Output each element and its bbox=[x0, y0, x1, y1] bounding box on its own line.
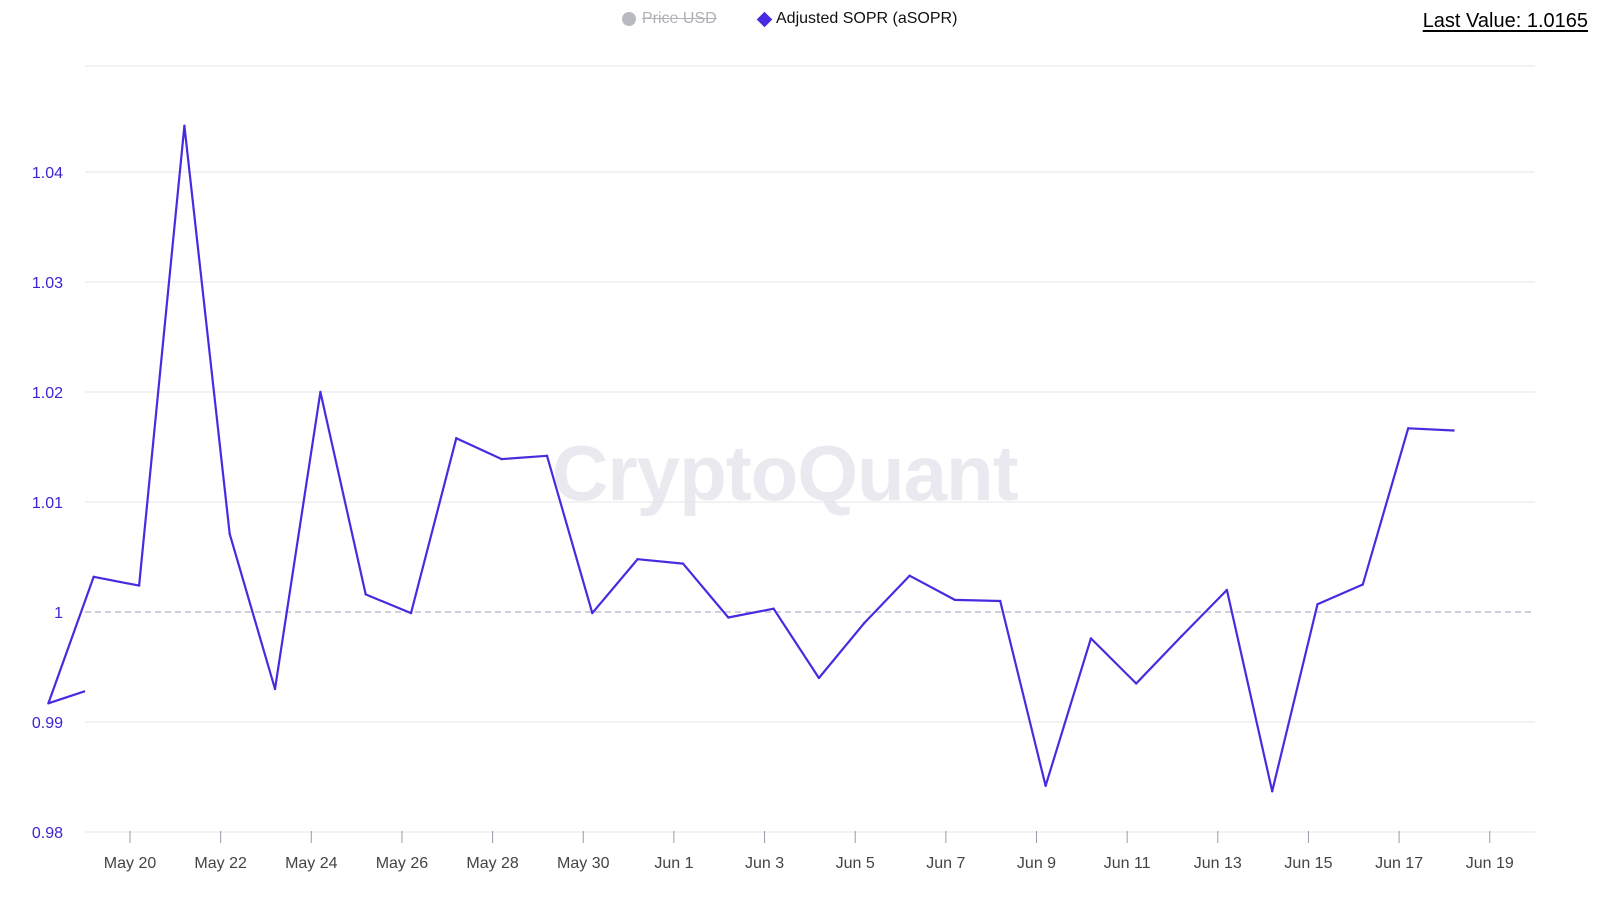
asopr-data-point bbox=[1225, 588, 1229, 592]
x-tick-label: May 22 bbox=[194, 855, 247, 872]
asopr-data-point bbox=[545, 454, 549, 457]
asopr-data-point bbox=[1361, 583, 1365, 586]
asopr-data-point bbox=[409, 611, 413, 615]
x-tick-label: Jun 9 bbox=[1017, 855, 1056, 872]
circle-icon bbox=[622, 12, 636, 26]
asopr-data-point bbox=[455, 437, 458, 440]
asopr-data-point bbox=[1316, 603, 1319, 606]
last-value-readout: Last Value: 1.0165 bbox=[1422, 10, 1588, 32]
legend: Price USD Adjusted SOPR (aSOPR) bbox=[0, 8, 1600, 34]
x-tick-label: Jun 17 bbox=[1375, 855, 1423, 872]
asopr-data-point bbox=[863, 621, 866, 625]
y-tick-label: 1.02 bbox=[32, 385, 63, 402]
y-tick-label: 0.98 bbox=[32, 825, 63, 842]
legend-label-asopr: Adjusted SOPR (aSOPR) bbox=[776, 10, 958, 27]
asopr-series-line bbox=[47, 124, 1454, 793]
asopr-data-point bbox=[1089, 637, 1093, 640]
asopr-data-point bbox=[1135, 682, 1138, 685]
asopr-data-point bbox=[727, 616, 730, 619]
x-tick-label: Jun 13 bbox=[1194, 855, 1242, 872]
asopr-data-point bbox=[319, 390, 322, 394]
x-tick-label: Jun 19 bbox=[1466, 855, 1514, 872]
asopr-data-point bbox=[137, 584, 141, 587]
asopr-data-point bbox=[999, 599, 1002, 603]
asopr-data-point bbox=[1180, 635, 1183, 638]
asopr-data-point bbox=[183, 124, 186, 128]
x-tick-label: May 30 bbox=[557, 855, 610, 872]
asopr-data-point bbox=[1452, 429, 1455, 432]
asopr-data-point bbox=[364, 593, 367, 596]
asopr-data-point bbox=[228, 532, 231, 536]
y-tick-label: 0.99 bbox=[32, 715, 63, 732]
legend-item-price-usd[interactable]: Price USD bbox=[622, 10, 717, 28]
x-tick-label: Jun 1 bbox=[654, 855, 693, 872]
asopr-data-point bbox=[817, 676, 821, 680]
y-tick-label: 1.01 bbox=[32, 495, 63, 512]
asopr-data-point bbox=[92, 575, 95, 578]
asopr-data-point bbox=[273, 687, 277, 691]
asopr-data-point bbox=[591, 611, 594, 615]
legend-label-price: Price USD bbox=[642, 10, 717, 27]
x-tick-label: May 20 bbox=[104, 855, 157, 872]
y-tick-label: 1.03 bbox=[32, 275, 63, 292]
asopr-data-point bbox=[1271, 790, 1274, 793]
x-tick-label: Jun 15 bbox=[1284, 855, 1332, 872]
x-tick-label: May 24 bbox=[285, 855, 338, 872]
y-tick-label: 1 bbox=[54, 605, 63, 622]
asopr-data-point bbox=[636, 558, 639, 561]
legend-item-asopr[interactable]: Adjusted SOPR (aSOPR) bbox=[756, 10, 958, 28]
asopr-data-point bbox=[1407, 427, 1410, 430]
asopr-data-point bbox=[681, 562, 685, 565]
y-tick-label: 1.04 bbox=[32, 165, 63, 182]
asopr-data-point bbox=[47, 702, 50, 705]
x-tick-label: Jun 11 bbox=[1104, 855, 1151, 872]
asopr-data-point bbox=[953, 598, 957, 602]
asopr-data-point bbox=[500, 457, 503, 461]
x-tick-label: Jun 5 bbox=[836, 855, 875, 872]
x-tick-label: May 28 bbox=[466, 855, 519, 872]
x-tick-label: May 26 bbox=[376, 855, 429, 872]
x-tick-label: Jun 7 bbox=[926, 855, 965, 872]
asopr-data-point bbox=[908, 574, 911, 577]
asopr-data-point bbox=[772, 607, 775, 610]
x-tick-label: Jun 3 bbox=[745, 855, 784, 872]
asopr-data-point bbox=[1044, 784, 1047, 787]
